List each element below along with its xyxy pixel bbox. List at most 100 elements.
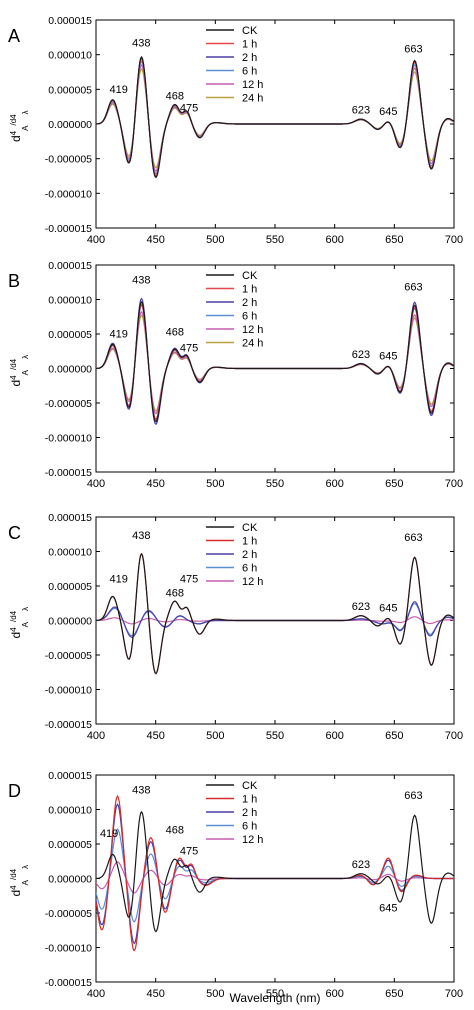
peak-label: 663 xyxy=(404,44,422,56)
y-tick-label: 0.000015 xyxy=(48,15,92,27)
series-line-6h xyxy=(96,304,454,420)
peak-label: 468 xyxy=(166,587,184,599)
x-tick-label: 600 xyxy=(325,988,343,1000)
legend-label: 2 h xyxy=(242,297,257,309)
y-tick-label: 0.000010 xyxy=(48,295,92,307)
y-axis-label: d4A/d4λ xyxy=(9,865,30,897)
peak-label: 475 xyxy=(180,103,198,115)
y-tick-label: 0.000000 xyxy=(48,874,92,886)
series-line-1h xyxy=(96,552,454,675)
peak-label: 468 xyxy=(166,326,184,338)
y-tick-label: 0.000000 xyxy=(48,616,92,628)
y-axis-label: d4A/d4λ xyxy=(9,355,30,387)
x-tick-label: 650 xyxy=(385,234,403,246)
legend-label: 24 h xyxy=(242,93,263,105)
legend-label: CK xyxy=(242,780,258,792)
legend-label: CK xyxy=(242,522,258,534)
x-tick-label: 550 xyxy=(266,234,284,246)
y-tick-label: 0.000010 xyxy=(48,547,92,559)
chart-panel-d: D 0.000015 0.000010 0.000005 0.000000 -0.0000… xyxy=(8,770,463,1000)
peak-label: 438 xyxy=(132,275,150,287)
series-line-12h xyxy=(96,310,454,415)
x-tick-label: 550 xyxy=(266,730,284,742)
legend-label: 1 h xyxy=(242,284,257,296)
chart-panel-b: B 0.000015 0.000010 0.000005 0.000000 -0.0000… xyxy=(8,260,463,490)
peak-label: 623 xyxy=(352,349,370,361)
peak-label: 663 xyxy=(404,282,422,294)
peak-label: 663 xyxy=(404,532,422,544)
x-tick-label: 450 xyxy=(146,234,164,246)
panel-letter: B xyxy=(8,271,20,291)
series-line-24h xyxy=(96,68,454,169)
x-tick-label: 700 xyxy=(445,478,463,490)
panel-letter: C xyxy=(8,523,21,543)
y-tick-label: 0.000010 xyxy=(48,50,92,62)
x-tick-label: 600 xyxy=(325,730,343,742)
legend-label: 6 h xyxy=(242,821,257,833)
peak-label: 419 xyxy=(100,828,118,840)
y-tick-label: 0.000010 xyxy=(48,805,92,817)
peak-label: 623 xyxy=(352,859,370,871)
x-tick-label: 650 xyxy=(385,730,403,742)
series-line-1h xyxy=(96,58,454,177)
peak-label: 645 xyxy=(379,351,397,363)
peak-label: 419 xyxy=(109,84,127,96)
legend-label: 1 h xyxy=(242,39,257,51)
peak-label: 438 xyxy=(132,530,150,542)
x-tick-label: 550 xyxy=(266,988,284,1000)
y-tick-label: -0.000015 xyxy=(45,977,92,989)
x-tick-label: 400 xyxy=(87,478,105,490)
series-line-24h xyxy=(96,314,454,412)
y-tick-label: -0.000010 xyxy=(45,685,92,697)
x-tick-label: 450 xyxy=(146,478,164,490)
legend-label: 12 h xyxy=(242,79,263,91)
y-tick-label: 0.000000 xyxy=(48,364,92,376)
series-line-ck xyxy=(96,810,454,933)
y-tick-label: -0.000005 xyxy=(45,908,92,920)
x-axis-label: Wavelength (nm) xyxy=(230,991,321,1005)
peak-label: 438 xyxy=(132,37,150,49)
y-axis-label: d4A/d4λ xyxy=(9,607,30,639)
peak-label: 623 xyxy=(352,601,370,613)
peak-label: 645 xyxy=(379,903,397,915)
series-line-1h xyxy=(96,794,454,952)
y-tick-label: -0.000010 xyxy=(45,433,92,445)
y-tick-label: -0.000015 xyxy=(45,223,92,235)
x-tick-label: 500 xyxy=(206,988,224,1000)
y-tick-label: -0.000005 xyxy=(45,154,92,166)
x-tick-label: 600 xyxy=(325,478,343,490)
chart-panel-a: A 0.000015 0.000010 0.000005 0.000000 -0.0000… xyxy=(8,15,463,246)
legend-label: 1 h xyxy=(242,794,257,806)
y-tick-label: -0.000015 xyxy=(45,719,92,731)
x-tick-label: 500 xyxy=(206,730,224,742)
legend-label: CK xyxy=(242,25,258,37)
peak-label: 663 xyxy=(404,790,422,802)
series-line-12h xyxy=(96,64,454,172)
y-tick-label: 0.000015 xyxy=(48,770,92,782)
peak-label: 475 xyxy=(180,342,198,354)
panel-letter: A xyxy=(8,26,20,46)
legend-label: 6 h xyxy=(242,311,257,323)
peak-label: 475 xyxy=(180,574,198,586)
series-line-6h xyxy=(96,60,454,175)
x-tick-label: 400 xyxy=(87,730,105,742)
y-tick-label: 0.000005 xyxy=(48,581,92,593)
y-tick-label: -0.000010 xyxy=(45,188,92,200)
series-line-2h xyxy=(96,297,454,426)
y-tick-label: 0.000000 xyxy=(48,119,92,131)
peak-label: 419 xyxy=(109,328,127,340)
y-axis-label: d4A/d4λ xyxy=(9,110,30,142)
legend-label: 1 h xyxy=(242,536,257,548)
legend-label: 12 h xyxy=(242,576,263,588)
x-tick-label: 700 xyxy=(445,234,463,246)
peak-label: 438 xyxy=(132,785,150,797)
x-tick-label: 400 xyxy=(87,988,105,1000)
x-tick-label: 650 xyxy=(385,478,403,490)
legend-label: 6 h xyxy=(242,563,257,575)
peak-label: 645 xyxy=(379,603,397,615)
series-line-ck xyxy=(96,300,454,423)
x-tick-label: 450 xyxy=(146,988,164,1000)
y-tick-label: -0.000010 xyxy=(45,943,92,955)
series-line-1h xyxy=(96,303,454,421)
